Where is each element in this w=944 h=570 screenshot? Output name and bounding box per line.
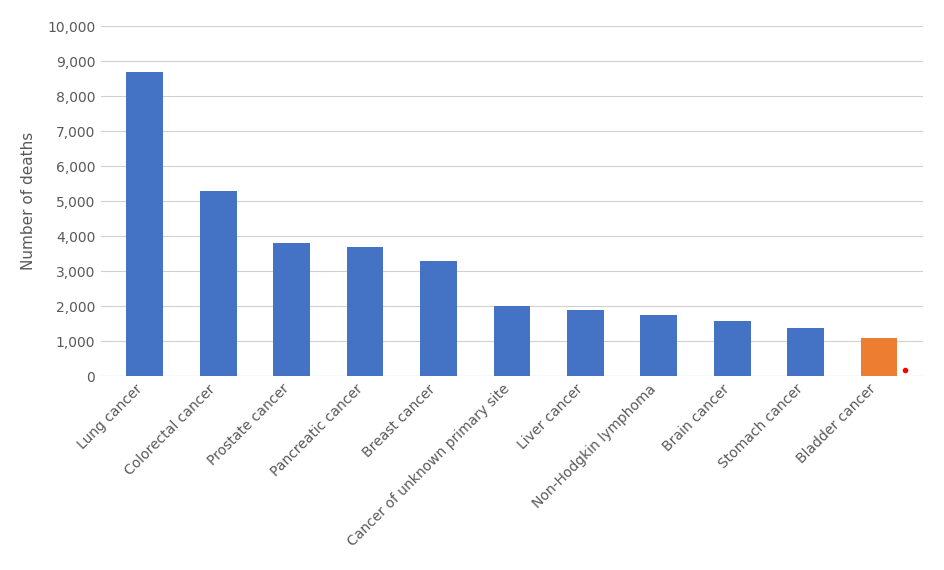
Bar bbox=[567, 310, 604, 376]
Bar bbox=[494, 306, 531, 376]
Bar bbox=[787, 328, 824, 376]
Bar bbox=[346, 247, 383, 376]
Bar bbox=[126, 72, 163, 376]
Bar bbox=[640, 315, 677, 376]
Bar bbox=[274, 243, 310, 376]
Bar bbox=[420, 261, 457, 376]
Y-axis label: Number of deaths: Number of deaths bbox=[21, 132, 36, 270]
Bar bbox=[861, 339, 898, 376]
Bar bbox=[200, 191, 237, 376]
Bar bbox=[714, 321, 750, 376]
